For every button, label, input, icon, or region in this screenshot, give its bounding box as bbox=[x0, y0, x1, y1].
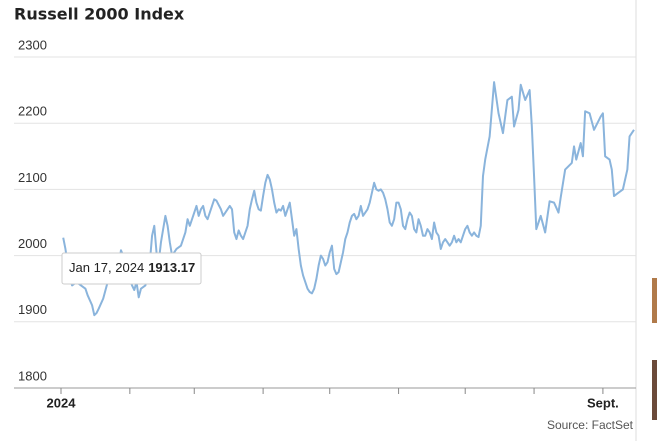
side-image bbox=[652, 360, 657, 420]
y-tick-label: 2100 bbox=[18, 170, 47, 185]
plot-area: 1800 1900 2000 2100 2200 2300 2024 Sept. Jan 17,… bbox=[14, 37, 636, 410]
tooltip-box bbox=[61, 252, 202, 285]
y-tick-label: 1900 bbox=[18, 302, 47, 317]
tooltip-text: Jan 17, 2024 1913.17 bbox=[69, 260, 195, 275]
y-tick-label: 2200 bbox=[18, 104, 47, 119]
chart-title: Russell 2000 Index bbox=[14, 5, 185, 24]
y-tick-label: 1800 bbox=[18, 368, 47, 383]
side-image bbox=[652, 278, 657, 323]
tooltip-value: 1913.17 bbox=[148, 260, 195, 275]
x-tick-label: 2024 bbox=[47, 395, 77, 410]
x-tick-label: Sept. bbox=[587, 395, 619, 410]
tooltip: Jan 17, 2024 1913.17 bbox=[61, 252, 202, 285]
source-note: Source: FactSet bbox=[547, 418, 634, 432]
y-tick-label: 2000 bbox=[18, 236, 47, 251]
y-tick-label: 2300 bbox=[18, 37, 47, 52]
data-line bbox=[62, 81, 635, 317]
tooltip-date: Jan 17, 2024 bbox=[69, 260, 144, 275]
